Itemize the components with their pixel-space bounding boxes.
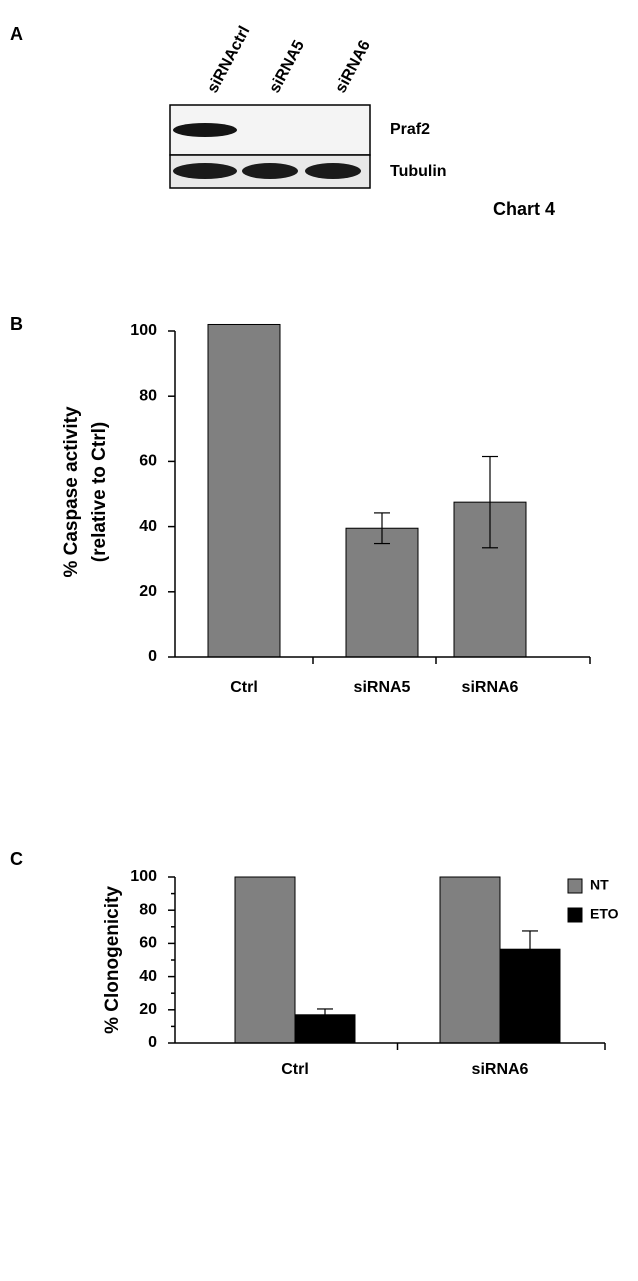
y-tick-label: 20 <box>139 1001 157 1018</box>
y-tick-label: 40 <box>139 968 157 985</box>
y-tick-label: 40 <box>139 518 157 535</box>
y-tick-label: 100 <box>130 322 157 339</box>
caption: Chart 4 <box>493 199 555 219</box>
y-tick-label: 80 <box>139 387 157 404</box>
y-tick-label: 80 <box>139 901 157 918</box>
lane-label: siRNA6 <box>332 38 374 96</box>
bar <box>440 877 500 1043</box>
x-tick-label: Ctrl <box>230 679 258 696</box>
row-label: Tubulin <box>390 163 447 180</box>
y-axis-label: % Clonogenicity <box>102 886 123 1034</box>
y-tick-label: 0 <box>148 1034 157 1051</box>
legend-swatch <box>568 879 582 893</box>
bar <box>235 877 295 1043</box>
y-tick-label: 20 <box>139 583 157 600</box>
lane-label: siRNActrl <box>204 24 253 96</box>
panel-label: B <box>10 314 23 334</box>
panel-label: C <box>10 849 23 869</box>
x-tick-label: Ctrl <box>281 1061 309 1078</box>
legend-swatch <box>568 908 582 922</box>
panel-label: A <box>10 24 23 44</box>
blot <box>170 105 370 188</box>
y-tick-label: 60 <box>139 453 157 470</box>
y-tick-label: 60 <box>139 935 157 952</box>
y-tick-label: 100 <box>130 868 157 885</box>
y-tick-label: 0 <box>148 648 157 665</box>
x-tick-label: siRNA6 <box>462 679 519 696</box>
legend-label: NT <box>590 877 609 893</box>
x-tick-label: siRNA6 <box>472 1061 529 1078</box>
y-axis-label: % Caspase activity <box>61 406 82 578</box>
x-tick-label: siRNA5 <box>354 679 411 696</box>
figure: A siRNActrl siRNA5 siRNA6 Praf2 Tubulin … <box>0 0 638 1276</box>
row-label: Praf2 <box>390 121 430 138</box>
bar <box>208 324 280 657</box>
legend-label: ETO <box>590 906 619 922</box>
bar <box>346 528 418 657</box>
lane-label: siRNA5 <box>266 38 308 96</box>
y-axis-label: (relative to Ctrl) <box>89 422 110 562</box>
